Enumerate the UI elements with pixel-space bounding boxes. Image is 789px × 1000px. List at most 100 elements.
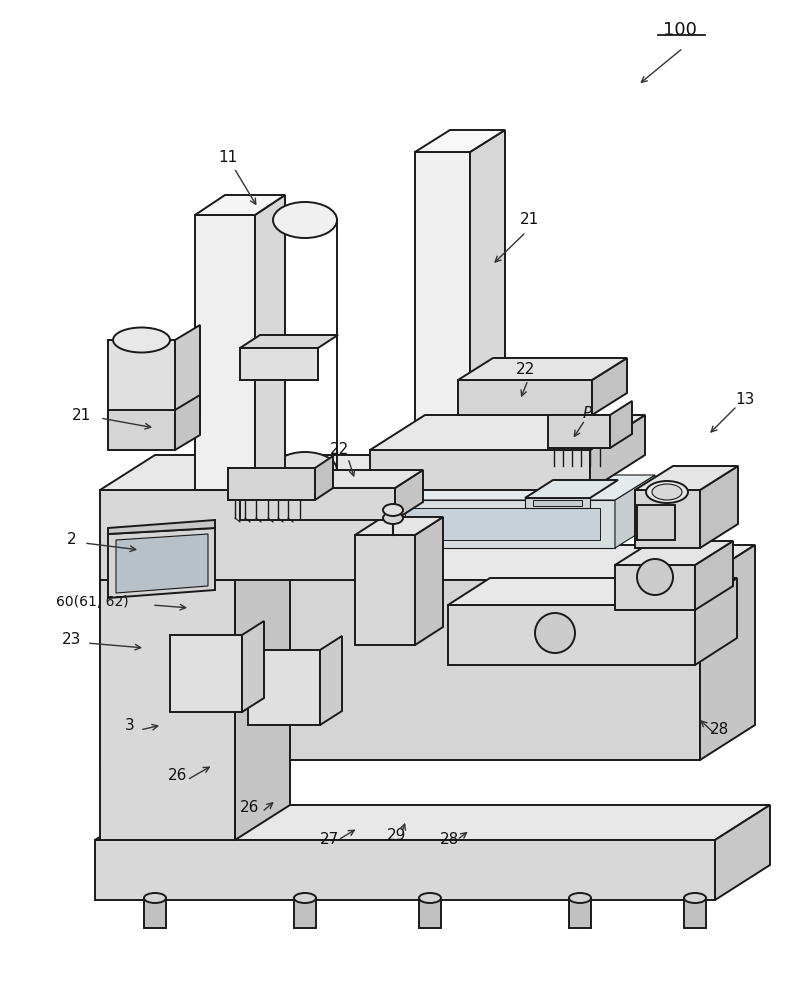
- Polygon shape: [390, 475, 655, 500]
- Polygon shape: [242, 621, 264, 712]
- Polygon shape: [100, 545, 755, 580]
- Polygon shape: [100, 455, 440, 490]
- Polygon shape: [95, 805, 770, 840]
- Polygon shape: [395, 470, 423, 520]
- Polygon shape: [385, 455, 440, 580]
- Polygon shape: [370, 415, 645, 450]
- Polygon shape: [615, 541, 733, 565]
- Polygon shape: [235, 545, 290, 840]
- Polygon shape: [684, 898, 706, 928]
- Polygon shape: [635, 490, 700, 548]
- Polygon shape: [470, 130, 505, 450]
- Circle shape: [637, 559, 673, 595]
- Text: 28: 28: [440, 832, 460, 848]
- Polygon shape: [144, 898, 166, 928]
- Text: 21: 21: [521, 213, 540, 228]
- Polygon shape: [695, 541, 733, 610]
- Text: 23: 23: [62, 633, 82, 648]
- Ellipse shape: [569, 893, 591, 903]
- Text: 27: 27: [320, 832, 339, 848]
- Polygon shape: [100, 545, 290, 580]
- Ellipse shape: [144, 893, 166, 903]
- Polygon shape: [415, 152, 470, 450]
- Polygon shape: [95, 840, 715, 900]
- Polygon shape: [240, 335, 338, 348]
- Polygon shape: [100, 580, 235, 840]
- Polygon shape: [175, 325, 200, 430]
- Polygon shape: [228, 468, 315, 500]
- Polygon shape: [700, 466, 738, 548]
- Polygon shape: [355, 535, 415, 645]
- Ellipse shape: [294, 893, 316, 903]
- Polygon shape: [248, 650, 320, 725]
- Polygon shape: [240, 348, 318, 380]
- Polygon shape: [637, 505, 675, 540]
- Ellipse shape: [419, 893, 441, 903]
- Text: 22: 22: [516, 362, 536, 377]
- Text: 26: 26: [168, 768, 188, 782]
- Polygon shape: [405, 508, 600, 540]
- Polygon shape: [370, 450, 590, 490]
- Polygon shape: [458, 358, 627, 380]
- Ellipse shape: [646, 481, 688, 503]
- Polygon shape: [415, 130, 505, 152]
- Polygon shape: [525, 498, 590, 508]
- Text: 26: 26: [241, 800, 260, 816]
- Polygon shape: [548, 415, 610, 448]
- Ellipse shape: [273, 452, 337, 488]
- Polygon shape: [419, 898, 441, 928]
- Polygon shape: [320, 636, 342, 725]
- Polygon shape: [533, 500, 582, 506]
- Polygon shape: [100, 580, 700, 760]
- Text: 13: 13: [735, 392, 755, 408]
- Ellipse shape: [652, 484, 682, 500]
- Polygon shape: [195, 215, 255, 490]
- Text: 60(61, 62): 60(61, 62): [56, 595, 129, 609]
- Polygon shape: [448, 605, 695, 665]
- Text: 22: 22: [331, 442, 350, 458]
- Polygon shape: [590, 415, 645, 490]
- Text: 21: 21: [73, 408, 92, 422]
- Polygon shape: [294, 898, 316, 928]
- Text: 28: 28: [710, 722, 730, 738]
- Circle shape: [535, 613, 575, 653]
- Text: 3: 3: [125, 718, 135, 732]
- Polygon shape: [195, 195, 285, 215]
- Polygon shape: [108, 520, 215, 534]
- Polygon shape: [255, 195, 285, 490]
- Polygon shape: [415, 517, 443, 645]
- Polygon shape: [240, 488, 395, 520]
- Polygon shape: [108, 340, 175, 430]
- Polygon shape: [592, 358, 627, 415]
- Polygon shape: [615, 475, 655, 548]
- Polygon shape: [355, 517, 443, 535]
- Polygon shape: [610, 401, 632, 448]
- Polygon shape: [100, 490, 385, 580]
- Polygon shape: [635, 466, 738, 490]
- Ellipse shape: [273, 202, 337, 238]
- Polygon shape: [170, 635, 242, 712]
- Polygon shape: [116, 534, 208, 593]
- Polygon shape: [175, 395, 200, 450]
- Polygon shape: [240, 470, 423, 488]
- Ellipse shape: [684, 893, 706, 903]
- Ellipse shape: [383, 512, 403, 524]
- Polygon shape: [715, 805, 770, 900]
- Ellipse shape: [383, 504, 403, 516]
- Polygon shape: [569, 898, 591, 928]
- Polygon shape: [315, 456, 333, 500]
- Polygon shape: [700, 545, 755, 760]
- Polygon shape: [108, 410, 175, 450]
- Ellipse shape: [113, 328, 170, 353]
- Polygon shape: [695, 578, 737, 665]
- Polygon shape: [108, 528, 215, 598]
- Polygon shape: [458, 380, 592, 415]
- Text: 2: 2: [67, 532, 77, 548]
- Polygon shape: [390, 500, 615, 548]
- Polygon shape: [615, 565, 695, 610]
- Polygon shape: [448, 578, 737, 605]
- Text: 11: 11: [219, 150, 237, 165]
- Text: 29: 29: [387, 828, 406, 842]
- Text: 100: 100: [663, 21, 697, 39]
- Polygon shape: [525, 480, 618, 498]
